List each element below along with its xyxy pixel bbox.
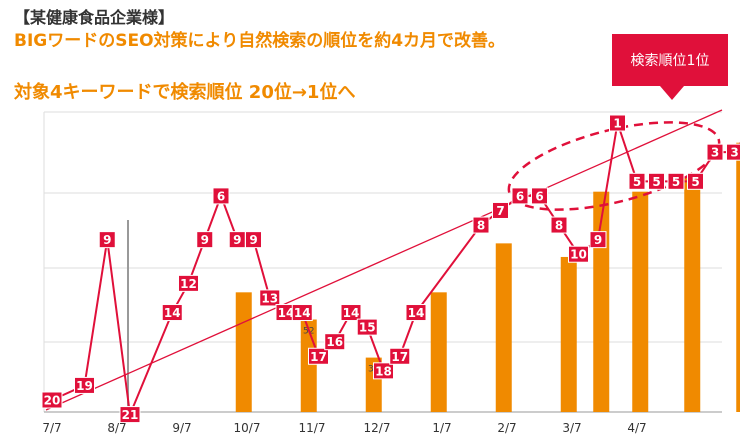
chart-annotations	[45, 109, 723, 411]
rank-label-8: 9	[233, 233, 241, 247]
rank-marker-16	[356, 318, 378, 336]
rank-label-12: 14	[294, 306, 311, 320]
rank-label-18: 17	[391, 350, 408, 364]
rank-label-15: 14	[343, 306, 360, 320]
rank-marker-29	[648, 172, 665, 190]
x-tick-3: 10/7	[234, 421, 261, 435]
rank-label-6: 9	[201, 233, 209, 247]
rank-marker-18	[389, 347, 411, 365]
bar-4	[495, 243, 512, 412]
rank-marker-4	[161, 304, 183, 322]
rank-label-14: 16	[326, 335, 343, 349]
bar-5	[560, 256, 577, 412]
rank-marker-14	[324, 333, 346, 351]
headline-secondary: 対象4キーワードで検索順位 20位→1位へ	[14, 82, 356, 103]
rank-label-19: 14	[408, 306, 425, 320]
rank-marker-7	[212, 187, 230, 205]
rank-label-31: 5	[691, 175, 699, 189]
rank-label-5: 12	[180, 277, 197, 291]
bar-3	[430, 292, 447, 412]
rank-label-16: 15	[359, 321, 376, 335]
rank-marker-30	[667, 172, 685, 190]
rank-label-22: 6	[516, 189, 524, 203]
rank-marker-23	[531, 187, 548, 205]
rank-marker-0	[41, 391, 63, 409]
rank-marker-31	[687, 172, 704, 190]
rank-marker-20	[472, 216, 490, 234]
rank-marker-21	[492, 201, 509, 219]
x-tick-8: 3/7	[562, 421, 581, 435]
rank-label-13: 17	[310, 350, 327, 364]
bar-7	[632, 191, 649, 412]
rank-label-25: 10	[570, 248, 587, 262]
rank-label-24: 8	[555, 219, 563, 233]
rank-label-27: 1	[613, 117, 621, 131]
x-axis-ticks: 7/7 8/7 9/7 10/7 11/7 12/7 1/7 2/7 3/7 4/7	[42, 421, 646, 435]
rank-marker-25	[568, 245, 589, 263]
rank-label-7: 6	[217, 189, 225, 203]
rank-label-20: 8	[477, 219, 485, 233]
rank-label-28: 5	[633, 175, 641, 189]
rank-marker-26	[589, 231, 607, 249]
x-tick-9: 4/7	[627, 421, 646, 435]
x-tick-6: 1/7	[432, 421, 451, 435]
rank-marker-28	[628, 172, 646, 190]
highlight-ellipse	[507, 121, 721, 211]
rank-label-23: 6	[535, 189, 543, 203]
x-tick-1: 8/7	[107, 421, 126, 435]
rank-marker-17	[373, 362, 394, 380]
x-tick-7: 2/7	[497, 421, 516, 435]
x-tick-5: 12/7	[364, 421, 391, 435]
rank-marker-12	[291, 304, 313, 322]
rank-marker-3	[119, 406, 141, 424]
rank-marker-13	[308, 347, 329, 365]
x-tick-2: 9/7	[172, 421, 191, 435]
x-tick-0: 7/7	[42, 421, 61, 435]
rank-label-30: 5	[672, 175, 680, 189]
rank-marker-24	[550, 216, 568, 234]
client-label: 【某健康食品企業様】	[14, 8, 175, 27]
rank-label-32: 3	[711, 146, 719, 160]
rank-marker-6	[196, 231, 214, 249]
rank-label-17: 18	[375, 364, 392, 378]
rank-marker-32	[706, 143, 724, 161]
rank-marker-10	[259, 289, 281, 307]
callout-arrow	[660, 86, 684, 100]
rank-label-4: 14	[164, 306, 181, 320]
rank-marker-9	[245, 231, 262, 249]
rank-marker-5	[178, 274, 199, 292]
x-tick-4: 11/7	[299, 421, 326, 435]
rank-label-1: 19	[76, 379, 93, 393]
bar-8	[684, 178, 701, 412]
callout-box: 検索順位1位	[612, 34, 728, 86]
rank-label-10: 13	[261, 291, 278, 305]
rank-label-26: 9	[594, 233, 602, 247]
callout-text: 検索順位1位	[630, 53, 710, 69]
headline-primary: BIGワードのSEO対策により自然検索の順位を約4カ月で改善。	[14, 31, 506, 51]
rank-marker-2	[98, 231, 116, 249]
rank-label-0: 20	[44, 394, 61, 408]
rank-label-33: 3	[730, 146, 738, 160]
rank-label-3: 21	[122, 408, 139, 422]
rank-label-29: 5	[652, 175, 660, 189]
rank-marker-19	[405, 304, 427, 322]
rank-label-21: 7	[496, 204, 504, 218]
rank-label-11: 14	[278, 306, 295, 320]
rank-marker-15	[340, 304, 362, 322]
bar-0	[235, 292, 252, 412]
rank-marker-1	[74, 376, 95, 394]
trend-line	[45, 109, 723, 411]
rank-marker-33	[726, 143, 740, 161]
rank-label-9: 9	[249, 233, 257, 247]
bar-9	[736, 142, 740, 412]
rank-marker-27	[609, 114, 626, 132]
rank-label-2: 9	[103, 233, 111, 247]
rank-marker-22	[511, 187, 529, 205]
